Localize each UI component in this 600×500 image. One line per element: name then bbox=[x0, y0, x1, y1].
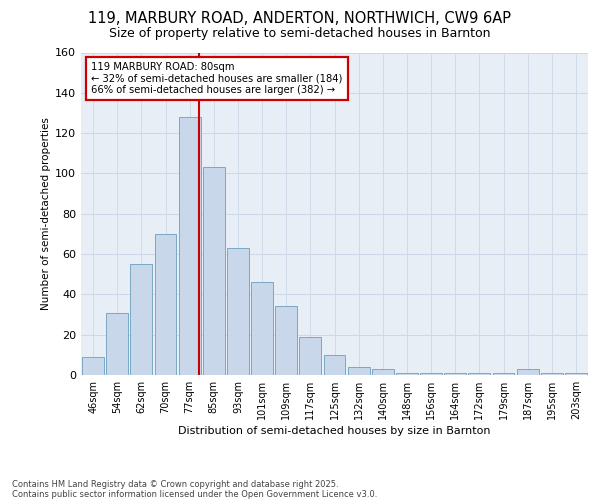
Bar bbox=[372, 369, 394, 375]
Bar bbox=[227, 248, 249, 375]
Bar bbox=[348, 367, 370, 375]
Bar bbox=[179, 117, 200, 375]
Text: 119, MARBURY ROAD, ANDERTON, NORTHWICH, CW9 6AP: 119, MARBURY ROAD, ANDERTON, NORTHWICH, … bbox=[89, 11, 511, 26]
Bar bbox=[299, 336, 321, 375]
Text: Size of property relative to semi-detached houses in Barnton: Size of property relative to semi-detach… bbox=[109, 28, 491, 40]
Bar bbox=[493, 373, 514, 375]
Y-axis label: Number of semi-detached properties: Number of semi-detached properties bbox=[41, 118, 51, 310]
Bar bbox=[323, 355, 346, 375]
Bar bbox=[541, 373, 563, 375]
Bar bbox=[82, 357, 104, 375]
Bar bbox=[396, 373, 418, 375]
Bar bbox=[275, 306, 297, 375]
Bar bbox=[251, 282, 273, 375]
Bar bbox=[420, 373, 442, 375]
Bar bbox=[445, 373, 466, 375]
Bar bbox=[203, 168, 224, 375]
X-axis label: Distribution of semi-detached houses by size in Barnton: Distribution of semi-detached houses by … bbox=[178, 426, 491, 436]
Bar bbox=[517, 369, 539, 375]
Text: 119 MARBURY ROAD: 80sqm
← 32% of semi-detached houses are smaller (184)
66% of s: 119 MARBURY ROAD: 80sqm ← 32% of semi-de… bbox=[91, 62, 343, 96]
Text: Contains HM Land Registry data © Crown copyright and database right 2025.
Contai: Contains HM Land Registry data © Crown c… bbox=[12, 480, 377, 499]
Bar bbox=[469, 373, 490, 375]
Bar bbox=[565, 373, 587, 375]
Bar bbox=[106, 312, 128, 375]
Bar bbox=[155, 234, 176, 375]
Bar bbox=[130, 264, 152, 375]
